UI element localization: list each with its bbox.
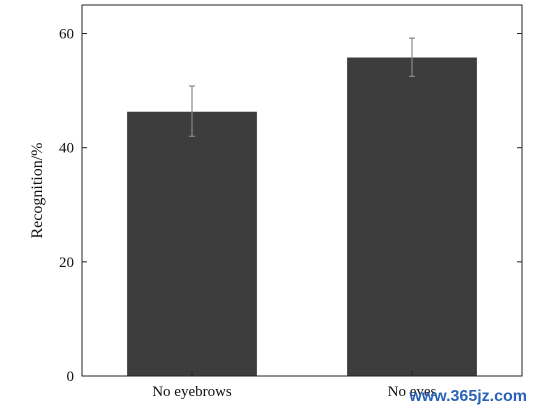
watermark-text: www.365jz.com	[408, 388, 527, 405]
y-tick-label: 40	[59, 141, 74, 157]
bars-group	[127, 57, 477, 376]
bar	[347, 57, 477, 376]
y-ticks-group: 0 20 40 60	[59, 27, 522, 385]
x-labels-group: No eyebrows No eyes	[152, 371, 437, 400]
bar	[127, 111, 257, 376]
y-tick-label: 0	[67, 369, 75, 385]
x-category-label: No eyebrows	[152, 384, 232, 400]
y-axis-label: Recognition/%	[29, 143, 46, 239]
x-category-label: No eyes	[388, 384, 437, 400]
y-tick-label: 20	[59, 255, 74, 271]
error-bars-group	[189, 37, 415, 137]
y-tick-label: 60	[59, 27, 74, 43]
plot-frame	[81, 4, 523, 377]
